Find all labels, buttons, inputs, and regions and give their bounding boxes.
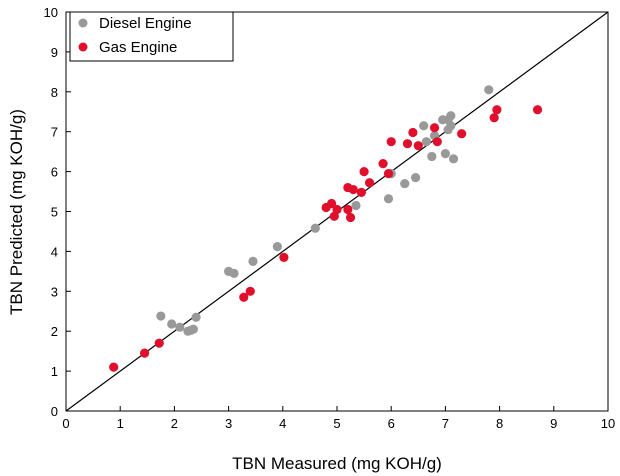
x-tick-label: 9	[550, 416, 557, 431]
data-point-gas	[109, 362, 119, 372]
data-point-diesel	[448, 154, 459, 164]
x-tick-label: 5	[333, 416, 340, 431]
chart-marks	[65, 11, 609, 412]
plot-frame	[65, 11, 609, 412]
x-tick-label: 3	[225, 416, 232, 431]
data-point-gas	[364, 178, 375, 188]
y-tick-label: 1	[51, 364, 58, 379]
data-point-diesel	[440, 149, 450, 159]
data-point-diesel	[167, 319, 177, 329]
data-point-gas	[429, 123, 440, 133]
data-point-gas	[239, 292, 249, 302]
data-point-diesel	[446, 111, 456, 121]
x-axis-title: TBN Measured (mg KOH/g)	[232, 454, 442, 473]
y-tick-label: 10	[44, 5, 58, 20]
legend-label-diesel: Diesel Engine	[99, 15, 192, 32]
data-point-diesel	[427, 151, 437, 162]
y-axis-title: TBN Predicted (mg KOH/g)	[7, 109, 26, 315]
y-tick-label: 8	[51, 85, 58, 100]
data-point-gas	[326, 198, 337, 209]
y-tick-label: 5	[51, 205, 58, 220]
x-tick-label: 6	[388, 416, 395, 431]
y-tick-label: 9	[51, 45, 58, 60]
data-point-diesel	[421, 137, 432, 147]
data-point-gas	[378, 159, 388, 169]
data-point-gas	[139, 348, 150, 358]
legend: Diesel Engine Gas Engine	[69, 11, 234, 62]
data-point-gas	[279, 252, 289, 262]
data-point-diesel	[484, 85, 494, 95]
data-point-diesel	[383, 194, 394, 204]
data-point-diesel	[410, 172, 421, 183]
x-tick-label: 10	[601, 416, 615, 431]
data-point-gas	[345, 212, 356, 223]
chart-axes: 0 1 2 3 4 5 6 7 8 9 10 0 1 2 3 4 5 6 7 8 9 10	[44, 5, 616, 431]
y-tick-label: 6	[51, 165, 58, 180]
data-point-diesel	[310, 223, 320, 233]
data-point-gas	[154, 338, 164, 348]
data-point-gas	[359, 167, 369, 177]
data-point-gas	[383, 168, 394, 179]
data-point-gas	[245, 286, 255, 296]
x-tick-label: 0	[62, 416, 69, 431]
x-tick-label: 1	[117, 416, 124, 431]
data-point-diesel	[400, 178, 410, 189]
x-tick-label: 7	[442, 416, 449, 431]
data-point-gas	[457, 129, 467, 139]
data-point-diesel	[272, 242, 282, 252]
y-tick-label: 2	[51, 324, 58, 339]
x-tick-label: 8	[496, 416, 503, 431]
legend-box	[69, 11, 234, 62]
data-point-diesel	[188, 324, 198, 334]
data-point-diesel	[248, 256, 258, 266]
data-point-gas	[348, 184, 358, 195]
data-point-diesel	[191, 312, 201, 322]
y-tick-label: 0	[51, 404, 58, 419]
data-point-diesel	[175, 322, 185, 332]
data-point-gas	[408, 127, 418, 138]
data-point-gas	[413, 141, 423, 151]
data-point-diesel	[229, 268, 239, 278]
data-point-gas	[343, 204, 353, 215]
data-point-diesel	[446, 121, 456, 131]
legend-marker-diesel	[78, 18, 88, 28]
y-tick-label: 7	[51, 125, 58, 140]
data-point-gas	[402, 139, 413, 149]
data-point-gas	[332, 204, 342, 215]
data-point-gas	[532, 105, 543, 115]
legend-label-gas: Gas Engine	[99, 39, 177, 56]
data-point-diesel	[351, 200, 361, 211]
data-point-gas	[386, 137, 396, 147]
data-point-gas	[432, 137, 442, 147]
y-tick-label: 3	[51, 284, 58, 299]
y-tick-label: 4	[51, 244, 58, 259]
x-tick-label: 4	[279, 416, 286, 431]
data-point-diesel	[156, 311, 166, 321]
legend-marker-gas	[78, 42, 88, 52]
data-point-gas	[492, 105, 502, 115]
x-tick-label: 2	[171, 416, 178, 431]
data-point-gas	[356, 187, 366, 197]
data-point-gas	[489, 113, 499, 123]
data-point-diesel	[419, 121, 429, 131]
